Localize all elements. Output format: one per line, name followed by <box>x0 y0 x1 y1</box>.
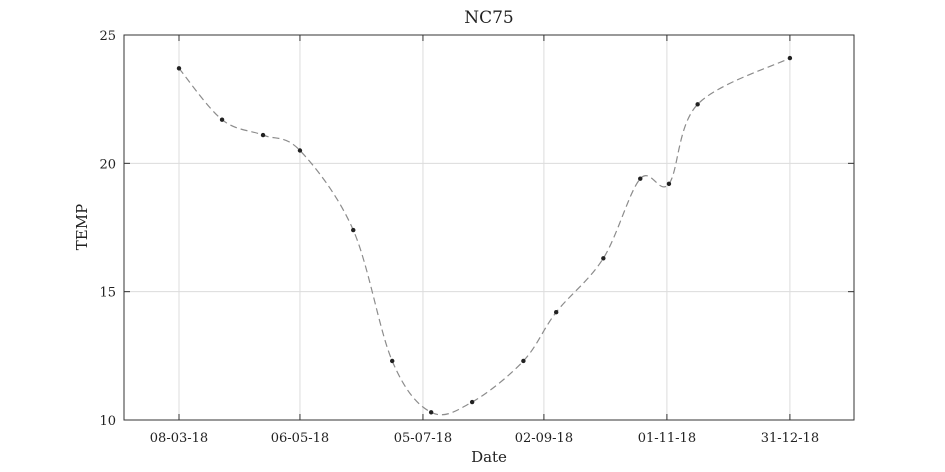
grid <box>124 34 854 421</box>
data-point <box>554 310 559 315</box>
y-axis: 10 15 20 25 <box>99 29 854 429</box>
data-point <box>469 399 475 405</box>
data-point <box>297 148 303 153</box>
x-tick-label: 06-05-18 <box>271 431 329 446</box>
data-point <box>666 181 672 187</box>
data-point <box>695 102 700 107</box>
y-tick-label: 15 <box>99 286 116 301</box>
x-tick-label: 31-12-18 <box>761 431 819 446</box>
plot-frame <box>123 34 855 421</box>
y-tick-label: 25 <box>99 29 116 44</box>
data-point <box>787 55 793 61</box>
series-line <box>178 57 791 416</box>
x-axis: 08-03-18 06-05-18 05-07-18 02-09-18 01-11-18… <box>150 35 819 446</box>
x-tick-label: 05-07-18 <box>394 431 452 446</box>
data-point <box>219 117 225 122</box>
data-point <box>176 66 182 71</box>
y-tick-label: 20 <box>99 157 116 172</box>
data-point <box>390 358 395 364</box>
chart-title: NC75 <box>464 8 514 28</box>
data-point <box>260 132 266 138</box>
y-tick-label: 10 <box>99 414 116 429</box>
x-tick-label: 08-03-18 <box>150 431 208 446</box>
x-tick-label: 02-09-18 <box>515 431 573 446</box>
data-points <box>176 55 793 415</box>
x-axis-label: Date <box>471 448 507 466</box>
data-point <box>351 227 356 233</box>
x-tick-label: 01-11-18 <box>638 431 696 446</box>
data-point <box>638 176 643 181</box>
data-point <box>521 358 526 364</box>
data-point <box>601 256 606 261</box>
y-axis-label: TEMP <box>73 204 91 250</box>
data-point <box>428 410 434 415</box>
